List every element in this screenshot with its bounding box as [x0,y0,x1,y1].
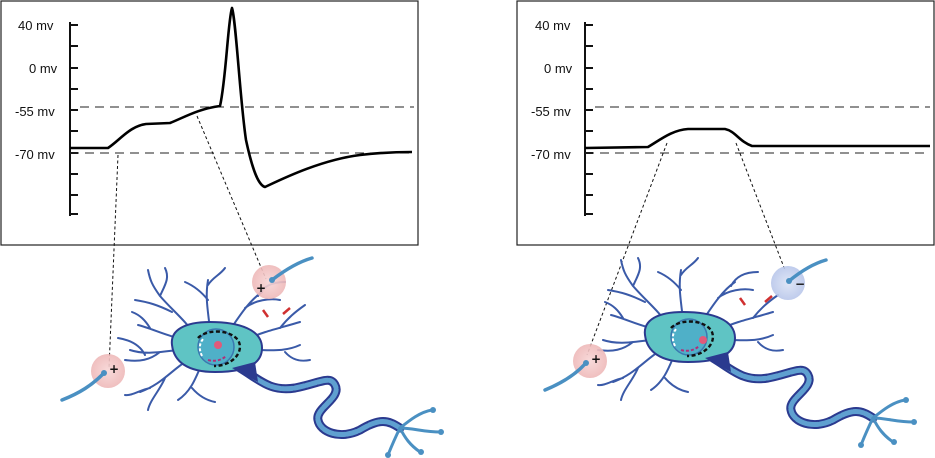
right-nucleus [670,318,708,356]
right-leader-2 [735,142,786,271]
left-tick-0: 0 mv [29,61,58,76]
left-synapse-2-sign: + [256,281,266,295]
left-synapse-2: + [252,256,314,299]
left-tick-55: -55 mv [15,104,55,119]
left-tick-70: -70 mv [15,147,55,162]
right-synapse-2: − [771,258,828,300]
left-y-axis [69,22,78,216]
right-synapse-1: + [543,344,607,392]
left-graph-frame [0,0,419,246]
right-axon-terminals [859,398,915,447]
left-membrane-trace [70,6,413,189]
right-synapse-2-sign: − [795,277,805,291]
right-synapse-1-sign: + [591,352,601,366]
right-membrane-trace [584,127,930,150]
left-leader-1 [108,154,119,369]
right-tick-55: -55 mv [531,104,571,119]
right-neuron [597,257,917,448]
left-leader-2 [196,115,267,280]
left-tick-40: 40 mv [18,18,54,33]
right-graph-frame [516,0,935,246]
left-axon-terminals [386,408,442,457]
right-leader-1 [586,142,668,356]
left-synapse-1-sign: + [109,362,119,376]
left-synapse-1: + [60,354,125,402]
right-tick-70: -70 mv [531,147,571,162]
left-panel: 40 mv 0 mv -55 mv -70 mv [0,0,444,458]
right-tick-40: 40 mv [535,18,571,33]
left-neuron [117,267,444,458]
right-panel: 40 mv 0 mv -55 mv -70 mv [516,0,935,448]
right-tick-0: 0 mv [544,61,573,76]
